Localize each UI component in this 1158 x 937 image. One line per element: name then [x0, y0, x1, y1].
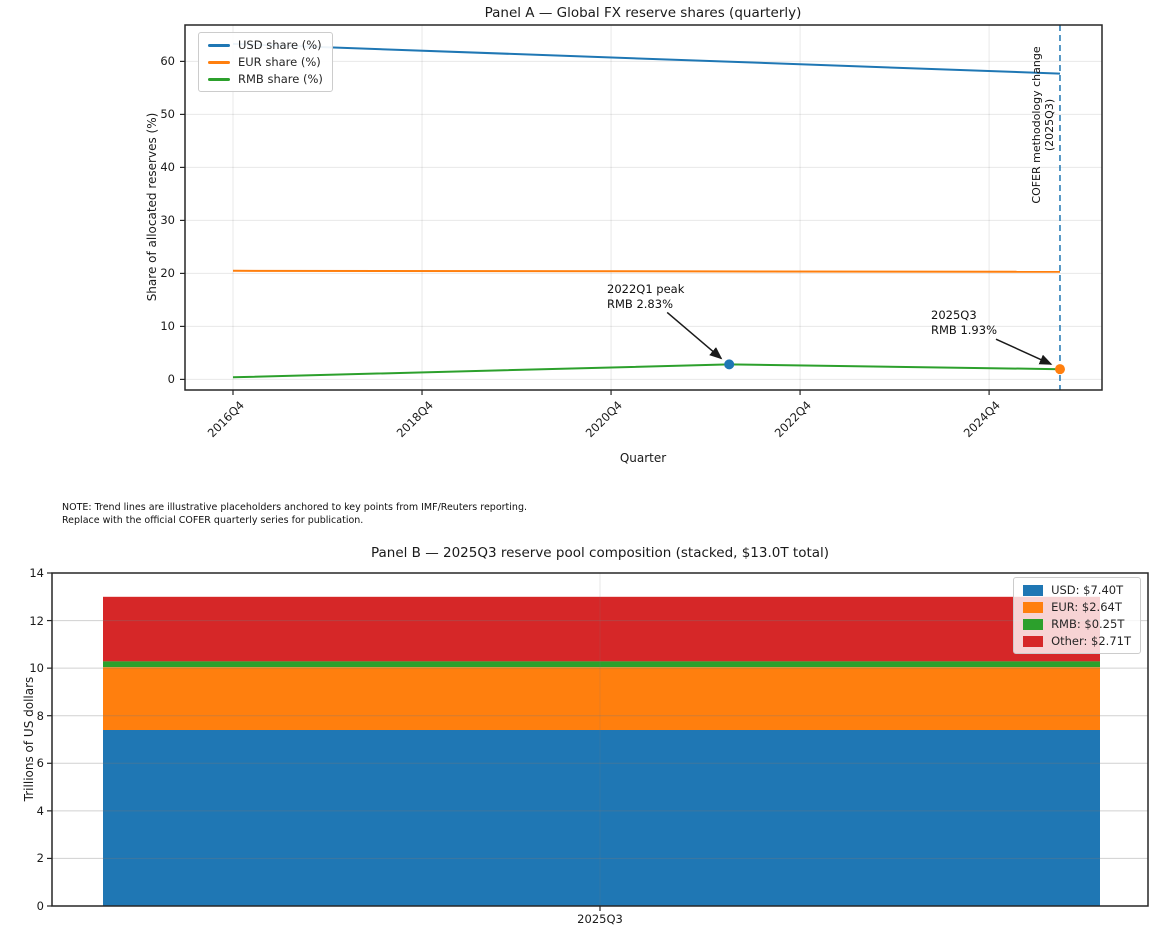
- rmb-share-legend-swatch: [208, 77, 230, 81]
- panel-b-x-tick-label: 2025Q3: [577, 912, 623, 926]
- eur-bar-segment: [103, 667, 1100, 730]
- legend-entry: Other: $2.71T: [1023, 634, 1131, 648]
- panel-b-y-tick-label: 0: [36, 899, 44, 913]
- usd-share-legend-swatch: [208, 43, 230, 47]
- panel-a-y-tick-label: 0: [167, 372, 175, 386]
- legend-label: USD share (%): [238, 38, 322, 52]
- annotation-line: 2025Q3: [931, 308, 977, 322]
- panel-a-x-axis-label: Quarter: [619, 451, 667, 465]
- annotation-line: RMB 2.83%: [607, 297, 673, 311]
- legend-label: EUR: $2.64T: [1051, 600, 1122, 614]
- panel-b-legend: USD: $7.40T EUR: $2.64T RMB: $0.25T Other: …: [1013, 577, 1141, 654]
- panel-b-plot: [47, 572, 1149, 911]
- panel-b-title: Panel B — 2025Q3 reserve pool compositio…: [370, 545, 830, 561]
- panel-a-y-tick-label: 30: [160, 213, 175, 227]
- usd-share-line: [232, 42, 1061, 75]
- rmb-share-line: [232, 363, 1061, 379]
- annotation-line: 2022Q1 peak: [607, 282, 685, 296]
- panel-b-y-axis-label: Trillions of US dollars: [22, 676, 36, 802]
- cofer-vline-label-line1: COFER methodology change: [1030, 46, 1043, 204]
- panel-a-plot: [180, 24, 1103, 395]
- cofer-vline-label: COFER methodology change (2025Q3): [1030, 46, 1056, 203]
- other-legend-swatch: [1023, 635, 1044, 647]
- legend-entry: RMB share (%): [208, 72, 323, 86]
- annotation-2022q1-peak: 2022Q1 peak RMB 2.83%: [607, 282, 684, 312]
- panel-a-title: Panel A — Global FX reserve shares (quar…: [484, 5, 802, 21]
- rmb-bar-segment: [103, 661, 1100, 668]
- legend-entry: EUR: $2.64T: [1023, 600, 1131, 614]
- panel-a-y-tick-label: 50: [160, 107, 175, 121]
- annotation-2025q3: 2025Q3 RMB 1.93%: [931, 308, 997, 338]
- cofer-vline-label-line2: (2025Q3): [1043, 98, 1056, 152]
- rmb-legend-swatch: [1023, 618, 1044, 630]
- legend-label: RMB: $0.25T: [1051, 617, 1125, 631]
- usd-bar-segment: [103, 730, 1100, 906]
- legend-entry: EUR share (%): [208, 55, 323, 69]
- eur-share-legend-swatch: [208, 60, 230, 64]
- legend-label: Other: $2.71T: [1051, 634, 1131, 648]
- legend-label: EUR share (%): [238, 55, 321, 69]
- other-bar-segment: [103, 596, 1100, 662]
- panel-b-y-tick-label: 10: [29, 661, 44, 675]
- panel-a-spines: [184, 24, 1103, 391]
- legend-entry: USD share (%): [208, 38, 323, 52]
- annotation-arrow: [666, 311, 723, 360]
- legend-label: RMB share (%): [238, 72, 323, 86]
- figure-note-line2: Replace with the official COFER quarterl…: [62, 514, 364, 526]
- 2022q1-rmb-peak-marker: [724, 359, 735, 370]
- panel-a-y-tick-label: 10: [160, 319, 175, 333]
- annotation-arrow: [995, 338, 1053, 365]
- 2025q3-rmb-marker: [1054, 364, 1065, 375]
- panel-b-y-tick-label: 6: [36, 756, 44, 770]
- panel-a-legend: USD share (%) EUR share (%) RMB share (%): [198, 32, 333, 92]
- panel-b-y-tick-label: 8: [36, 709, 44, 723]
- figure-note: NOTE: Trend lines are illustrative place…: [62, 502, 527, 527]
- annotation-line: RMB 1.93%: [931, 323, 997, 337]
- legend-label: USD: $7.40T: [1051, 583, 1124, 597]
- panel-b-y-tick-label: 14: [29, 566, 44, 580]
- legend-entry: RMB: $0.25T: [1023, 617, 1131, 631]
- panel-a-y-tick-label: 40: [160, 160, 175, 174]
- figure-note-line1: NOTE: Trend lines are illustrative place…: [62, 502, 527, 513]
- legend-entry: USD: $7.40T: [1023, 583, 1131, 597]
- eur-share-line: [232, 269, 1061, 273]
- eur-legend-swatch: [1023, 601, 1044, 613]
- usd-legend-swatch: [1023, 584, 1044, 596]
- panel-b-y-tick-label: 2: [36, 851, 44, 865]
- panel-b-y-tick-label: 4: [36, 804, 44, 818]
- panel-a-y-tick-label: 60: [160, 54, 175, 68]
- panel-a-y-tick-label: 20: [160, 266, 175, 280]
- panel-b-y-tick-label: 12: [29, 614, 44, 628]
